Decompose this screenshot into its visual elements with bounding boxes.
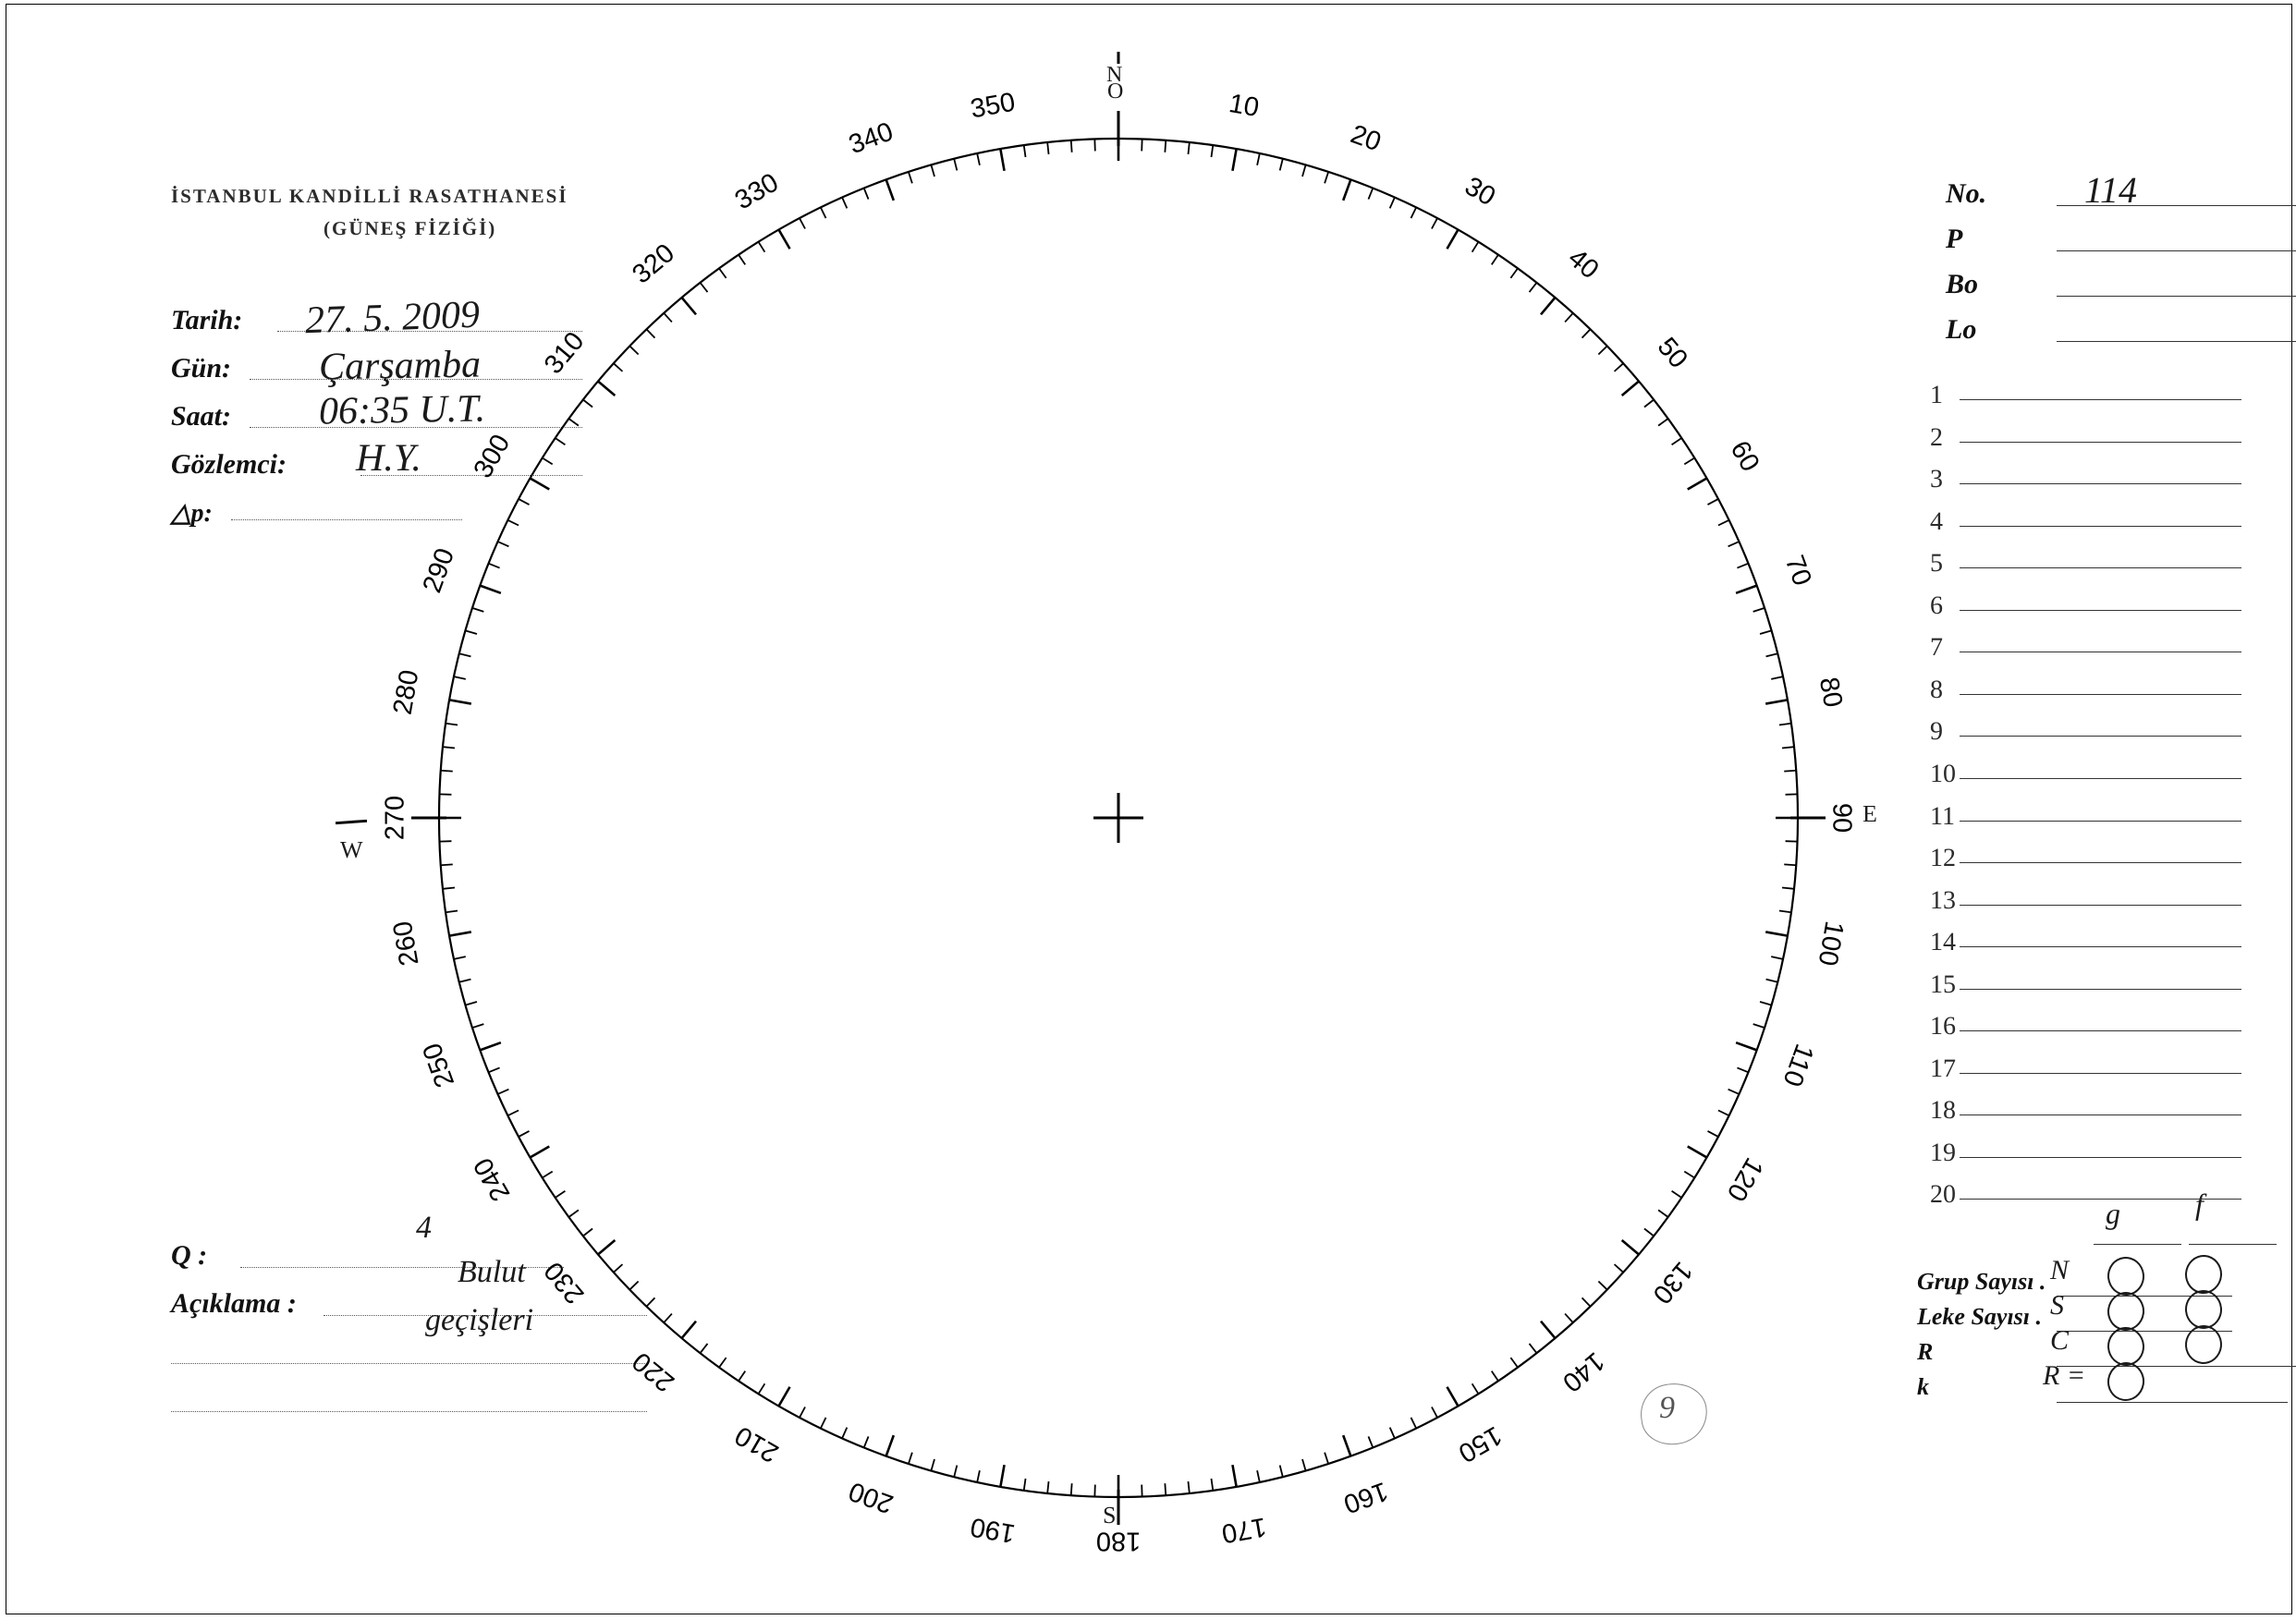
svg-text:280: 280 — [388, 668, 425, 717]
svg-text:180: 180 — [1096, 1526, 1141, 1555]
svg-text:70: 70 — [1779, 552, 1817, 590]
svg-text:200: 200 — [845, 1476, 897, 1519]
svg-text:50: 50 — [1652, 332, 1693, 373]
svg-text:100: 100 — [1812, 919, 1849, 968]
svg-text:260: 260 — [388, 919, 425, 968]
svg-text:240: 240 — [469, 1152, 517, 1206]
svg-text:150: 150 — [1453, 1420, 1507, 1468]
svg-text:90: 90 — [1826, 803, 1856, 833]
svg-text:220: 220 — [627, 1346, 680, 1398]
svg-text:120: 120 — [1721, 1152, 1769, 1206]
svg-text:130: 130 — [1647, 1256, 1699, 1309]
svg-text:40: 40 — [1562, 243, 1604, 285]
svg-text:80: 80 — [1814, 675, 1848, 709]
svg-text:330: 330 — [730, 168, 784, 216]
svg-text:10: 10 — [1227, 89, 1261, 123]
svg-text:210: 210 — [730, 1420, 784, 1468]
svg-text:350: 350 — [969, 88, 1018, 125]
svg-text:340: 340 — [845, 117, 897, 161]
svg-text:270: 270 — [381, 796, 410, 840]
svg-text:250: 250 — [418, 1039, 461, 1090]
svg-text:290: 290 — [418, 544, 461, 596]
svg-text:160: 160 — [1339, 1476, 1391, 1519]
svg-text:140: 140 — [1557, 1346, 1610, 1398]
svg-text:190: 190 — [969, 1511, 1018, 1548]
svg-text:310: 310 — [539, 326, 591, 380]
svg-text:300: 300 — [469, 430, 517, 483]
svg-text:170: 170 — [1219, 1511, 1268, 1548]
svg-text:110: 110 — [1777, 1040, 1819, 1090]
svg-text:20: 20 — [1347, 119, 1385, 157]
svg-text:30: 30 — [1459, 172, 1500, 213]
svg-text:230: 230 — [539, 1256, 591, 1309]
svg-text:60: 60 — [1725, 436, 1765, 477]
svg-text:320: 320 — [627, 238, 680, 290]
